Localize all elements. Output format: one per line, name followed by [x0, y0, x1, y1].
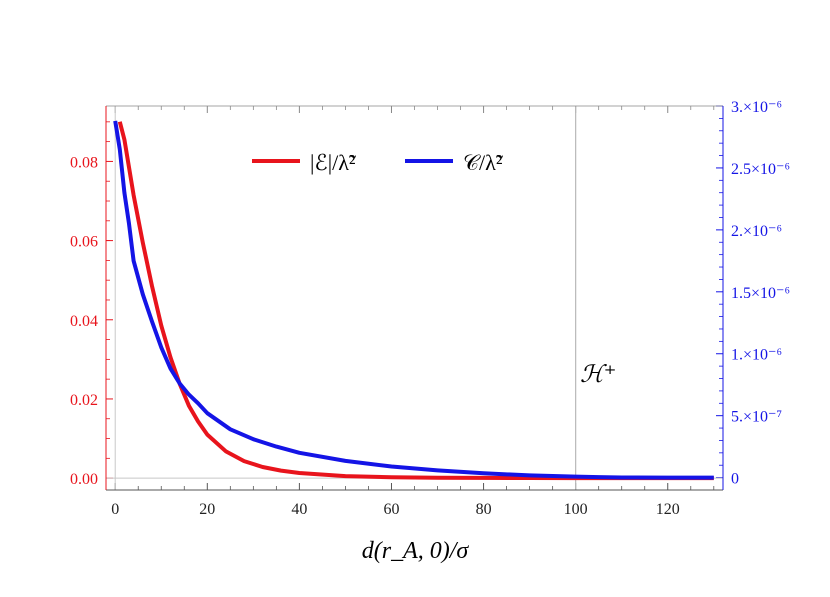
horizon-annotation: ℋ⁺	[580, 362, 616, 388]
y-left-tick-label: 0.04	[70, 313, 98, 330]
y-left-tick-label: 0.08	[70, 154, 98, 171]
y-left-tick-label: 0.06	[70, 234, 98, 251]
y-right-tick-label: 2.×10⁻⁶	[731, 223, 782, 240]
x-tick-label: 80	[476, 501, 492, 518]
y-right-tick-label: 5.×10⁻⁷	[731, 409, 782, 426]
plot-layer	[106, 106, 723, 490]
series-line-energy	[117, 121, 714, 481]
y-right-tick-label: 0	[731, 471, 739, 488]
x-tick-label: 40	[291, 501, 307, 518]
x-axis-label: d(r_A, 0)/σ	[362, 538, 470, 564]
ticks-layer: 0 20 40 60 80 100 120 0.00 0.02 0.04 0.06 0.08 0 5.×1…	[70, 99, 790, 518]
y-right-tick-label: 1.×10⁻⁶	[731, 347, 782, 364]
legend-label-complexity: 𝒞/λ̃²	[463, 150, 504, 175]
y-right-tick-label: 2.5×10⁻⁶	[731, 161, 790, 178]
y-left-tick-label: 0.00	[70, 471, 98, 488]
x-tick-label: 100	[564, 501, 588, 518]
series-line-complexity	[113, 120, 714, 480]
legend: |ℰ|/λ̃² 𝒞/λ̃²	[252, 150, 504, 175]
x-tick-label: 20	[199, 501, 215, 518]
frame-layer	[105, 105, 724, 491]
y-right-tick-label: 3.×10⁻⁶	[731, 99, 782, 116]
x-tick-label: 120	[656, 501, 680, 518]
legend-label-energy: |ℰ|/λ̃²	[310, 150, 357, 175]
y-left-tick-label: 0.02	[70, 392, 98, 409]
x-tick-label: 0	[111, 501, 119, 518]
y-right-tick-label: 1.5×10⁻⁶	[731, 285, 790, 302]
x-tick-label: 60	[383, 501, 399, 518]
